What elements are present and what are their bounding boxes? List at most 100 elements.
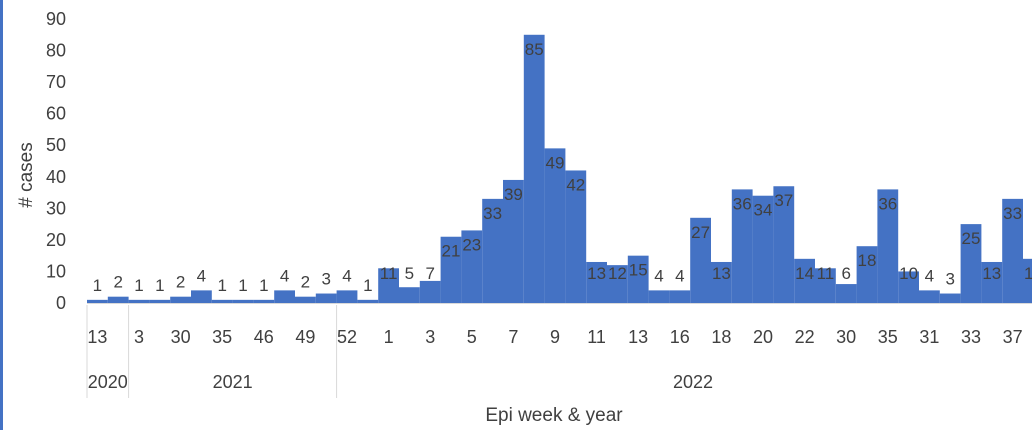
y-axis-ticks: 0 10 20 30 40 50 60 70 80 90 [46,9,66,313]
data-label: 37 [774,191,793,210]
x-tick-label: 20 [753,327,773,347]
y-axis-title: # cases [16,142,37,207]
data-label: 18 [858,251,877,270]
bar [981,261,1003,303]
x-axis-title: Epi week & year [485,405,623,426]
bar [211,299,233,303]
data-label: 1 [217,276,226,295]
bar [440,236,462,303]
data-label: 14 [795,264,814,283]
bars [87,34,1032,304]
bar [295,296,316,303]
bar [315,293,337,303]
bar [128,299,150,303]
data-label: 23 [462,235,481,254]
bar [939,293,961,303]
data-label: 4 [342,266,351,285]
y-tick-label: 30 [46,198,66,218]
bar [815,268,836,303]
bar [731,189,753,303]
bar [87,299,108,303]
x-tick-label: 3 [134,327,144,347]
x-tick-label: 35 [212,327,232,347]
bar [877,189,899,303]
data-label: 4 [675,266,684,285]
data-label: 1 [134,276,143,295]
bar [336,290,358,303]
data-label: 39 [504,185,523,204]
bar [586,261,607,303]
page-left-border [0,0,3,430]
bar [378,268,399,303]
bar [482,198,503,303]
bar [794,258,815,303]
data-label: 11 [380,264,398,283]
x-axis-ticks: 13 3 30 35 46 49 52 1 3 5 7 9 11 13 16 18 20 22 30 35 31 33 37 [87,327,1022,347]
data-label: 7 [425,264,434,283]
x-tick-label: 37 [1003,327,1023,347]
bar [419,280,441,303]
data-label: 36 [733,194,752,213]
data-label: 1 [93,276,102,295]
x-tick-label: 31 [919,327,939,347]
y-tick-label: 50 [46,135,66,155]
bar [357,299,379,303]
bar [523,34,545,304]
x-tick-label: 5 [467,327,477,347]
bar [191,290,212,303]
data-label: 11 [817,264,835,283]
year-groups: 2020 2021 2022 [86,305,713,398]
data-label: 49 [546,153,565,172]
data-label: 2 [176,273,185,292]
bar [149,299,171,303]
y-tick-label: 60 [46,104,66,124]
data-label: 3 [945,270,954,289]
data-label: 13 [982,264,1001,283]
x-tick-label: 46 [254,327,274,347]
x-tick-label: 11 [587,327,606,347]
bar [648,290,670,303]
y-tick-label: 10 [46,261,66,281]
bar [773,186,795,303]
x-tick-label: 7 [508,327,518,347]
bar [898,271,919,303]
x-tick-label: 3 [425,327,435,347]
bar [752,195,774,303]
bar [170,296,191,303]
data-label: 85 [525,40,544,59]
data-label: 21 [442,242,461,261]
bar [274,290,295,303]
data-label: 25 [962,229,981,248]
data-label: 14 [1024,264,1032,283]
bar [607,265,628,303]
x-tick-label: 30 [171,327,191,347]
bar [690,217,711,303]
y-tick-label: 40 [46,167,66,187]
data-label: 42 [566,175,585,194]
data-label: 4 [197,266,206,285]
y-tick-label: 80 [46,41,66,61]
bar [919,290,940,303]
data-label: 13 [712,264,731,283]
data-label: 4 [280,266,289,285]
year-label: 2022 [673,372,713,392]
data-label: 15 [629,261,648,280]
bar [669,290,691,303]
x-tick-label: 49 [295,327,315,347]
data-label: 2 [301,273,310,292]
x-tick-label: 22 [795,327,815,347]
bar [835,284,857,303]
bar [960,224,982,303]
data-label: 1 [363,276,372,295]
bar [399,287,420,303]
bar [544,148,566,303]
data-label: 5 [405,264,414,283]
data-label: 4 [925,266,934,285]
bar [856,246,878,303]
x-tick-label: 9 [550,327,560,347]
x-tick-label: 35 [878,327,898,347]
y-tick-label: 20 [46,230,66,250]
data-label: 33 [483,204,502,223]
